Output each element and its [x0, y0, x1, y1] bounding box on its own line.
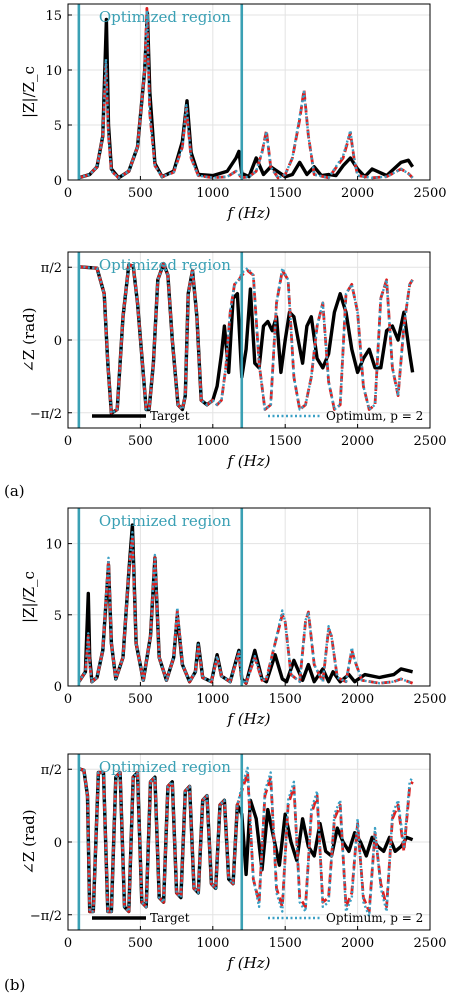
x-tick-label: 1000	[196, 692, 229, 707]
x-tick-label: 0	[64, 692, 72, 707]
series-line-target	[78, 11, 415, 180]
series-line-optimum	[78, 766, 414, 918]
y-tick-label: π/2	[41, 763, 62, 778]
axes-box	[67, 507, 431, 687]
y-axis-label: |Z|/Z_c	[20, 571, 38, 623]
region-label: Optimized region	[99, 758, 231, 776]
axes-box	[67, 3, 431, 181]
x-axis-label: f (Hz)	[226, 452, 270, 470]
region-label: Optimized region	[99, 256, 231, 274]
subfigure-label-b: (b)	[4, 976, 26, 994]
chart-panel-b-phase: Optimized region 0 500 1000 1500 2000 2500 −π/2…	[20, 753, 447, 972]
y-tick-label: −π/2	[30, 407, 62, 422]
series-line-optimum	[77, 531, 414, 685]
x-tick-label: 1500	[269, 936, 302, 951]
x-tick-label: 1500	[269, 186, 302, 201]
legend-label-target: Target	[150, 409, 190, 423]
y-tick-label: −π/2	[30, 909, 62, 924]
x-tick-label: 500	[128, 936, 153, 951]
y-tick-label: π/2	[41, 261, 62, 276]
y-tick-label: 0	[54, 174, 62, 189]
x-tick-label: 2500	[413, 692, 446, 707]
x-tick-label: 1000	[196, 434, 229, 449]
x-tick-label: 0	[64, 186, 72, 201]
x-axis-label: f (Hz)	[226, 954, 270, 972]
x-tick-label: 1000	[196, 186, 229, 201]
legend-label-optimum: Optimum, p = 2	[326, 409, 423, 423]
y-axis-label: ∠Z (rad)	[20, 307, 38, 372]
x-tick-label: 0	[64, 434, 72, 449]
series-group	[78, 261, 415, 415]
y-tick-label: 0	[54, 836, 62, 851]
x-tick-label: 500	[128, 186, 153, 201]
x-tick-label: 1500	[269, 692, 302, 707]
x-tick-label: 0	[64, 936, 72, 951]
subfigure-label-a: (a)	[4, 482, 25, 500]
series-group	[77, 523, 414, 685]
x-tick-label: 1000	[196, 936, 229, 951]
chart-panel-b-magnitude: Optimized region 0 500 1000 1500 2000 2500 0 5 10…	[20, 507, 447, 728]
y-tick-label: 10	[45, 64, 62, 79]
series-group	[78, 6, 415, 180]
x-tick-label: 2000	[341, 186, 374, 201]
region-label: Optimized region	[99, 512, 231, 530]
x-tick-label: 2500	[413, 936, 446, 951]
x-axis-label: f (Hz)	[226, 710, 270, 728]
y-tick-label: 15	[45, 9, 62, 24]
y-axis-label: ∠Z (rad)	[20, 809, 38, 874]
x-tick-label: 500	[128, 434, 153, 449]
x-axis-label: f (Hz)	[226, 204, 270, 222]
y-tick-label: 0	[54, 334, 62, 349]
legend-label-target: Target	[150, 911, 190, 925]
y-axis-label: |Z|/Z_c	[20, 66, 38, 118]
series-line-target	[78, 261, 415, 415]
y-tick-label: 0	[54, 680, 62, 695]
x-tick-label: 2500	[413, 434, 446, 449]
y-tick-label: 5	[54, 119, 62, 134]
y-tick-label: 5	[54, 609, 62, 624]
x-tick-label: 2000	[341, 936, 374, 951]
x-tick-label: 2500	[413, 186, 446, 201]
series-group	[78, 766, 414, 918]
series-line-red	[78, 6, 414, 180]
series-line-optimum	[78, 9, 414, 180]
series-line-optimum	[78, 262, 414, 415]
x-tick-label: 2000	[341, 434, 374, 449]
chart-panel-a-magnitude: Optimized region 0 500 1000 1500 2000 2500 0 5 10…	[20, 3, 447, 222]
legend-label-optimum: Optimum, p = 2	[326, 911, 423, 925]
y-tick-label: 10	[45, 538, 62, 553]
x-tick-label: 500	[128, 692, 153, 707]
x-tick-label: 2000	[341, 692, 374, 707]
series-line-target	[77, 523, 414, 685]
region-label: Optimized region	[99, 8, 231, 26]
chart-panel-a-phase: Optimized region 0 500 1000 1500 2000 2500 −π/2…	[20, 251, 447, 470]
x-tick-label: 1500	[269, 434, 302, 449]
